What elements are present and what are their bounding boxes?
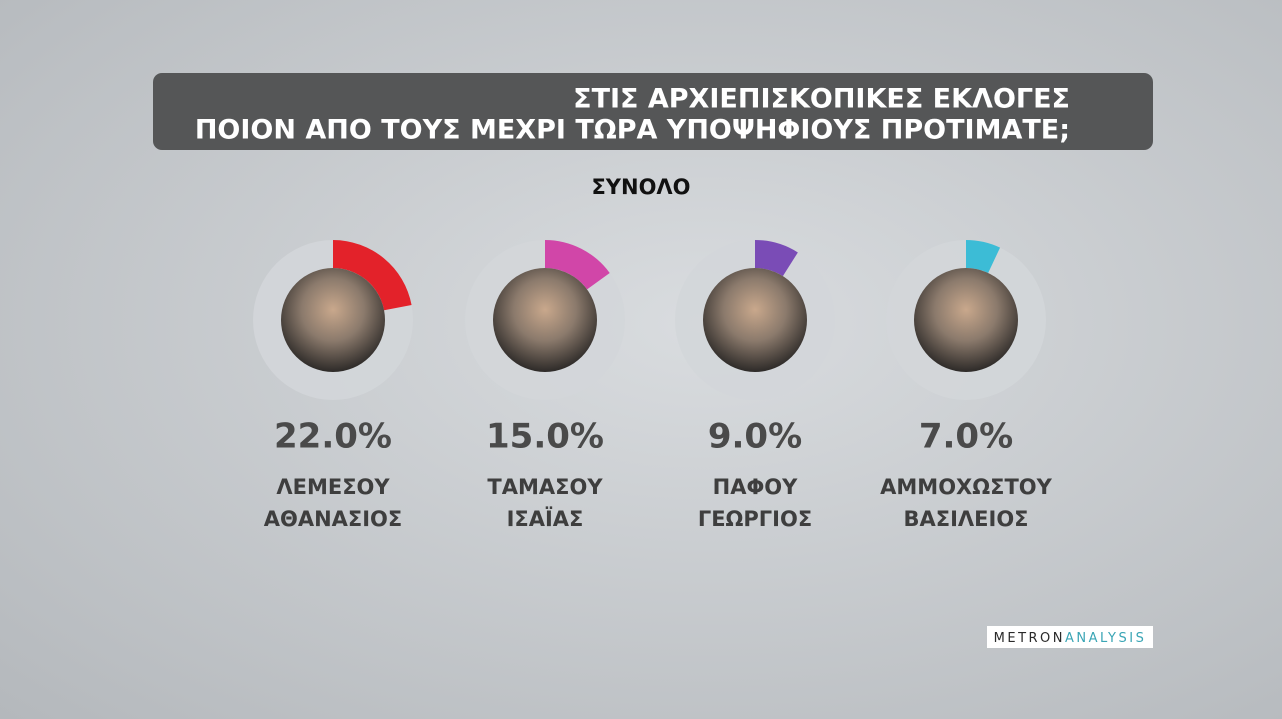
title-line: ΠΟΙΟΝ ΑΠΟ ΤΟΥΣ ΜΕΧΡΙ ΤΩΡΑ ΥΠΟΨΗΦΙΟΥΣ ΠΡΟ… [195, 115, 1070, 146]
category-label: ΑΘΑΝΑΣΙΟΣ [264, 507, 403, 531]
category-label: ΛΕΜΕΣΟΥ [276, 475, 390, 499]
title-line: ΣΤΙΣ ΑΡΧΙΕΠΙΣΚΟΠΙΚΕΣ ΕΚΛΟΓΕΣ [573, 84, 1070, 115]
category-label: ΑΜΜΟΧΩΣΤΟΥ [880, 475, 1052, 499]
logo-box [987, 626, 1153, 648]
gauge-arc [755, 240, 798, 277]
gauge-arc [333, 240, 412, 311]
subtitle: ΣΥΝΟΛΟ [591, 175, 690, 199]
value-label: 15.0% [486, 417, 604, 457]
category-label: ΙΣΑΪΑΣ [507, 506, 584, 531]
category-label: ΒΑΣΙΛΕΙΟΣ [903, 507, 1028, 531]
logo-part: ANALYSIS [1065, 631, 1146, 646]
category-label: ΠΑΦΟΥ [713, 475, 799, 499]
portrait [703, 268, 807, 372]
portrait [914, 268, 1018, 372]
category-label: ΤΑΜΑΣΟΥ [487, 475, 603, 499]
logo: METRONANALYSIS [994, 631, 1147, 646]
gauge-arc [966, 240, 1001, 273]
category-label: ΓΕΩΡΓΙΟΣ [698, 507, 812, 531]
gauge-arc [545, 240, 610, 290]
value-label: 7.0% [919, 417, 1013, 457]
logo-part: METRON [994, 631, 1065, 646]
value-label: 22.0% [274, 417, 392, 457]
title-box [153, 73, 1153, 150]
portrait [493, 268, 597, 372]
portrait [281, 268, 385, 372]
value-label: 9.0% [708, 417, 802, 457]
